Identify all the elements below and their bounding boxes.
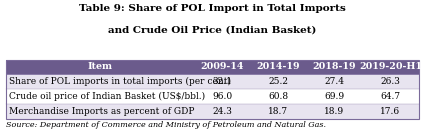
Text: 24.3: 24.3	[212, 107, 232, 116]
Text: 64.7: 64.7	[380, 92, 400, 101]
Bar	[194, 89, 250, 104]
Bar	[306, 74, 362, 89]
Bar	[362, 104, 419, 119]
Text: 2018-19: 2018-19	[312, 62, 356, 72]
Text: 2014-19: 2014-19	[256, 62, 300, 72]
Bar	[250, 60, 306, 74]
Text: Crude oil price of Indian Basket (US$/bbl.): Crude oil price of Indian Basket (US$/bb…	[9, 92, 205, 101]
Bar	[250, 104, 306, 119]
Text: Share of POL imports in total imports (per cent): Share of POL imports in total imports (p…	[9, 77, 231, 86]
Bar	[194, 104, 250, 119]
Bar	[194, 60, 250, 74]
Text: 18.7: 18.7	[268, 107, 288, 116]
Bar	[6, 89, 194, 104]
Text: 69.9: 69.9	[324, 92, 344, 101]
Bar	[306, 60, 362, 74]
Text: 17.6: 17.6	[380, 107, 400, 116]
Text: 25.2: 25.2	[268, 77, 288, 86]
Text: and Crude Oil Price (Indian Basket): and Crude Oil Price (Indian Basket)	[108, 25, 317, 34]
Bar	[6, 60, 419, 119]
Text: Table 9: Share of POL Import in Total Imports: Table 9: Share of POL Import in Total Im…	[79, 4, 346, 13]
Bar	[362, 89, 419, 104]
Text: 60.8: 60.8	[268, 92, 288, 101]
Text: Item: Item	[88, 62, 113, 72]
Text: Merchandise Imports as percent of GDP: Merchandise Imports as percent of GDP	[9, 107, 195, 116]
Text: 2009-14: 2009-14	[200, 62, 244, 72]
Bar	[6, 74, 194, 89]
Bar	[6, 104, 194, 119]
Bar	[362, 60, 419, 74]
Bar	[362, 74, 419, 89]
Text: 2019-20-H1: 2019-20-H1	[359, 62, 422, 72]
Bar	[306, 104, 362, 119]
Text: Source: Department of Commerce and Ministry of Petroleum and Natural Gas.: Source: Department of Commerce and Minis…	[6, 121, 326, 129]
Text: 32.1: 32.1	[212, 77, 232, 86]
Text: 18.9: 18.9	[324, 107, 344, 116]
Bar	[306, 89, 362, 104]
Bar	[6, 60, 194, 74]
Bar	[194, 74, 250, 89]
Text: 96.0: 96.0	[212, 92, 232, 101]
Bar	[250, 89, 306, 104]
Text: 26.3: 26.3	[380, 77, 400, 86]
Bar	[250, 74, 306, 89]
Text: 27.4: 27.4	[324, 77, 344, 86]
